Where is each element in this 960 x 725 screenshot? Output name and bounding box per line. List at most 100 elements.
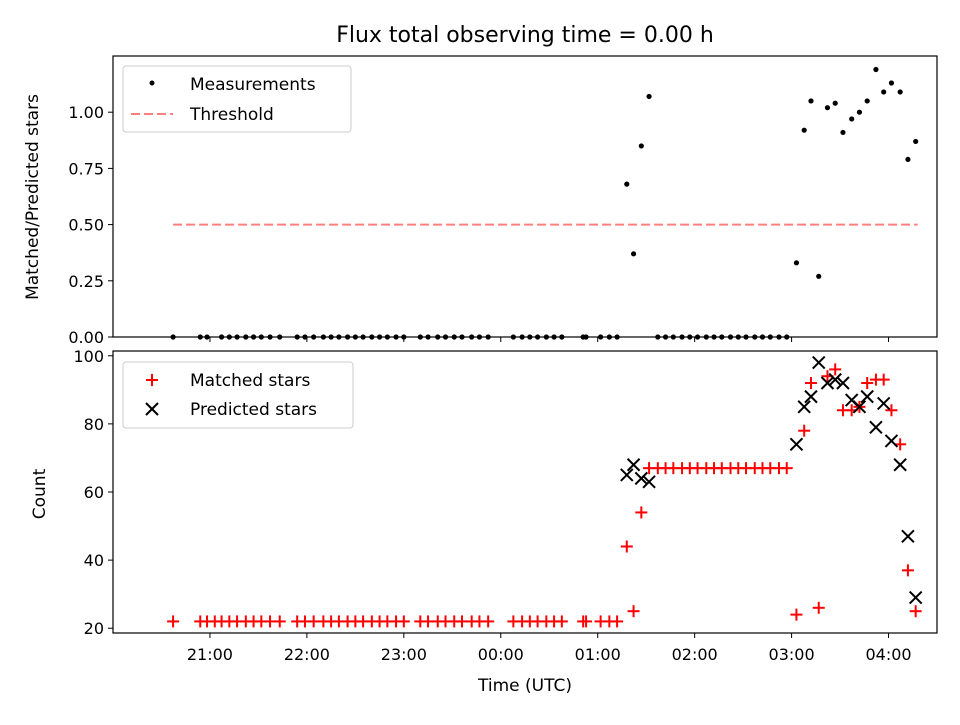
measurement-point [840,129,846,136]
predicted-star-point [860,389,874,404]
count-y-tick-label: 20 [84,619,104,638]
measurement-point [864,98,870,104]
measurement-point [369,334,375,340]
measurement-point [352,334,358,340]
ratio-y-tick-label: 0.00 [68,328,104,347]
measurement-points [170,66,919,340]
measurement-point [897,89,903,95]
measurement-point [808,98,814,104]
predicted-stars-points [620,355,923,605]
predicted-star-point [901,529,915,543]
ratio-y-tick-label: 0.25 [68,272,104,291]
measurement-point [336,334,342,340]
matched-star-point [397,615,410,628]
predicted-star-point [884,434,899,448]
measurement-point [662,334,669,340]
measurement-point [393,334,399,340]
measurement-point [417,334,423,340]
measurement-point [469,334,475,340]
measurement-point [776,334,782,340]
measurement-point [614,334,620,340]
measurement-point [226,334,232,340]
measurement-point [767,334,773,340]
predicted-star-point [876,396,891,411]
count-x-tick-label: 00:00 [478,645,524,664]
count-y-tick-label: 80 [84,415,104,434]
count-y-label: Count [30,468,50,519]
matched-star-point [482,615,495,628]
measurement-point [485,334,491,340]
measurement-point [527,334,533,340]
measurement-point [598,334,604,340]
predicted-star-point [620,468,634,482]
measurement-point [376,334,383,340]
measurement-point [384,334,390,340]
matched-star-point [780,462,793,475]
measurement-point [832,100,838,106]
predicted-star-point [642,475,656,489]
measurement-point [311,334,317,340]
measurement-point [294,334,300,340]
matched-star-point [273,615,286,628]
legend-matched-marker [146,374,158,386]
predicted-star-point [820,376,835,390]
measurement-point [476,334,483,340]
matched-star-point [909,605,922,618]
measurement-point [510,334,516,340]
legend-predicted-marker [145,402,159,416]
matched-star-point [885,404,898,417]
legend-threshold-label: Threshold [189,105,274,125]
legend-measurements-marker [149,80,155,86]
measurement-point [655,334,661,340]
measurement-point [234,334,240,340]
measurement-point [535,334,541,340]
measurement-point [559,334,565,340]
predicted-star-point [908,590,923,605]
ratio-legend: Measurements Threshold [122,65,352,133]
predicted-star-point [634,471,649,486]
measurement-point [638,143,644,149]
measurement-point [258,334,264,340]
count-x-tick-label: 02:00 [672,645,718,664]
predicted-star-point [797,400,811,414]
measurement-point [679,334,685,340]
predicted-star-point [804,389,818,404]
count-y-axis: 20 40 60 80 100 [73,347,113,638]
count-x-tick-label: 22:00 [284,645,330,664]
measurement-point [344,334,351,340]
measurement-point [888,80,895,86]
predicted-star-point [869,420,883,434]
measurement-point [197,334,203,340]
predicted-star-point [828,372,842,387]
ratio-panel-frame [112,55,938,338]
ratio-y-tick-label: 1.00 [68,103,104,122]
measurement-point [703,334,709,340]
measurement-point [913,138,919,145]
ratio-y-axis: 0.00 0.25 0.50 0.75 1.00 [68,103,113,347]
measurement-point [824,105,831,111]
measurement-point [451,334,457,340]
measurement-point [250,334,257,340]
count-legend-frame [122,361,354,429]
measurement-point [442,334,449,340]
measurement-point [320,334,326,340]
measurement-point [204,334,210,340]
count-y-tick-label: 100 [73,347,104,366]
matched-star-point [627,605,640,618]
measurement-point [881,89,887,95]
matched-star-point [635,506,648,519]
measurement-point [743,334,749,340]
count-y-tick-label: 40 [84,551,104,570]
matched-star-point [812,601,825,614]
predicted-star-point [836,376,850,390]
count-legend: Matched stars Predicted stars [122,361,354,429]
ratio-panel: 0.00 0.25 0.50 0.75 1.00 Matched/Predicted s… [23,55,938,347]
measurement-point [646,93,652,100]
measurement-point [856,109,863,115]
matched-star-point [877,373,890,386]
measurement-point [711,334,717,340]
count-x-tick-label: 04:00 [865,645,911,664]
measurement-point [328,334,334,340]
measurement-point [302,334,308,340]
